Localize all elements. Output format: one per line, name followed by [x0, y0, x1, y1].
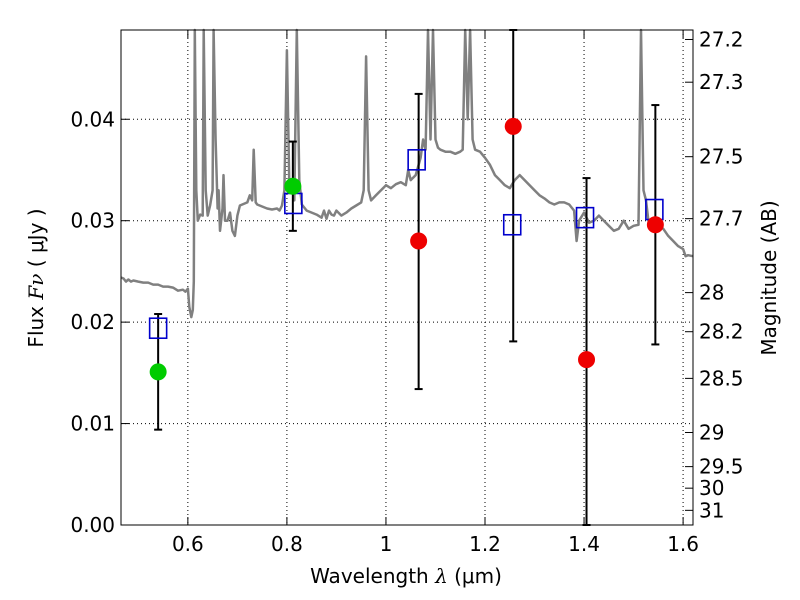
x-tick-label: 0.8 — [271, 532, 303, 556]
red-data-point — [504, 117, 522, 135]
green-data-point — [284, 177, 302, 195]
y-axis-label: Flux Fν ( μJy ) — [24, 208, 48, 347]
mag-tick-label: 29 — [699, 420, 724, 444]
mag-tick-label: 28.5 — [699, 366, 744, 390]
circle-markers — [149, 117, 664, 381]
model-square-marker — [148, 317, 168, 340]
mag-tick-label: 27.2 — [699, 27, 744, 51]
red-data-point — [410, 232, 428, 250]
y-tick-label: 0.02 — [70, 310, 115, 334]
x-tick-label: 1.6 — [667, 532, 699, 556]
mag-tick-label: 27.7 — [699, 207, 744, 231]
x-tick-label: 1.4 — [568, 532, 600, 556]
plot-frame — [120, 29, 694, 526]
y-tick-label: 0.03 — [70, 209, 115, 233]
green-data-point — [149, 363, 167, 381]
mag-tick-label: 27.3 — [699, 70, 744, 94]
red-data-point — [578, 351, 596, 369]
x-tick-label: 0.6 — [172, 532, 204, 556]
x-tick-label: 1 — [380, 532, 393, 556]
model-square-marker — [502, 213, 522, 236]
axis-ticks: 0.6 0.8 1 1.2 1.4 1.6 0.00 0.01 0.02 0.03 0.04 27.2… — [70, 27, 743, 556]
mag-tick-label: 29.5 — [699, 455, 744, 479]
mag-tick-label: 28.2 — [699, 320, 744, 344]
x-axis-label: Wavelength λ (μm) — [310, 564, 502, 588]
mag-tick-label: 27.5 — [699, 145, 744, 169]
y-tick-label: 0.04 — [70, 107, 115, 131]
x-tick-label: 1.2 — [469, 532, 501, 556]
y-tick-label: 0.00 — [70, 513, 115, 537]
y2-axis-label: Magnitude (AB) — [757, 200, 781, 355]
y-tick-label: 0.01 — [70, 412, 115, 436]
model-square-marker — [407, 149, 426, 171]
red-data-point — [646, 216, 664, 234]
model-square-marker — [575, 206, 595, 229]
mag-tick-label: 28 — [699, 281, 724, 305]
mag-tick-label: 31 — [699, 498, 724, 522]
mag-tick-label: 30 — [699, 476, 724, 500]
